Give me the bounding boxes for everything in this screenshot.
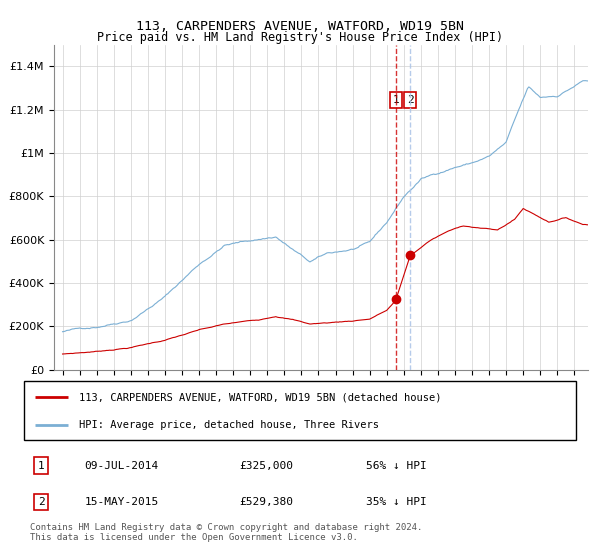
Text: Price paid vs. HM Land Registry's House Price Index (HPI): Price paid vs. HM Land Registry's House … [97, 31, 503, 44]
Text: £529,380: £529,380 [239, 497, 293, 507]
Text: 15-MAY-2015: 15-MAY-2015 [85, 497, 159, 507]
Text: 09-JUL-2014: 09-JUL-2014 [85, 460, 159, 470]
Text: 113, CARPENDERS AVENUE, WATFORD, WD19 5BN (detached house): 113, CARPENDERS AVENUE, WATFORD, WD19 5B… [79, 392, 442, 402]
FancyBboxPatch shape [24, 381, 576, 440]
Text: 2: 2 [38, 497, 44, 507]
Text: Contains HM Land Registry data © Crown copyright and database right 2024.
This d: Contains HM Land Registry data © Crown c… [29, 523, 422, 542]
Text: 56% ↓ HPI: 56% ↓ HPI [366, 460, 427, 470]
Text: 1: 1 [38, 460, 44, 470]
Text: 2: 2 [407, 95, 413, 105]
Text: HPI: Average price, detached house, Three Rivers: HPI: Average price, detached house, Thre… [79, 420, 379, 430]
Text: 35% ↓ HPI: 35% ↓ HPI [366, 497, 427, 507]
Text: £325,000: £325,000 [239, 460, 293, 470]
Text: 113, CARPENDERS AVENUE, WATFORD, WD19 5BN: 113, CARPENDERS AVENUE, WATFORD, WD19 5B… [136, 20, 464, 32]
Text: 1: 1 [392, 95, 399, 105]
